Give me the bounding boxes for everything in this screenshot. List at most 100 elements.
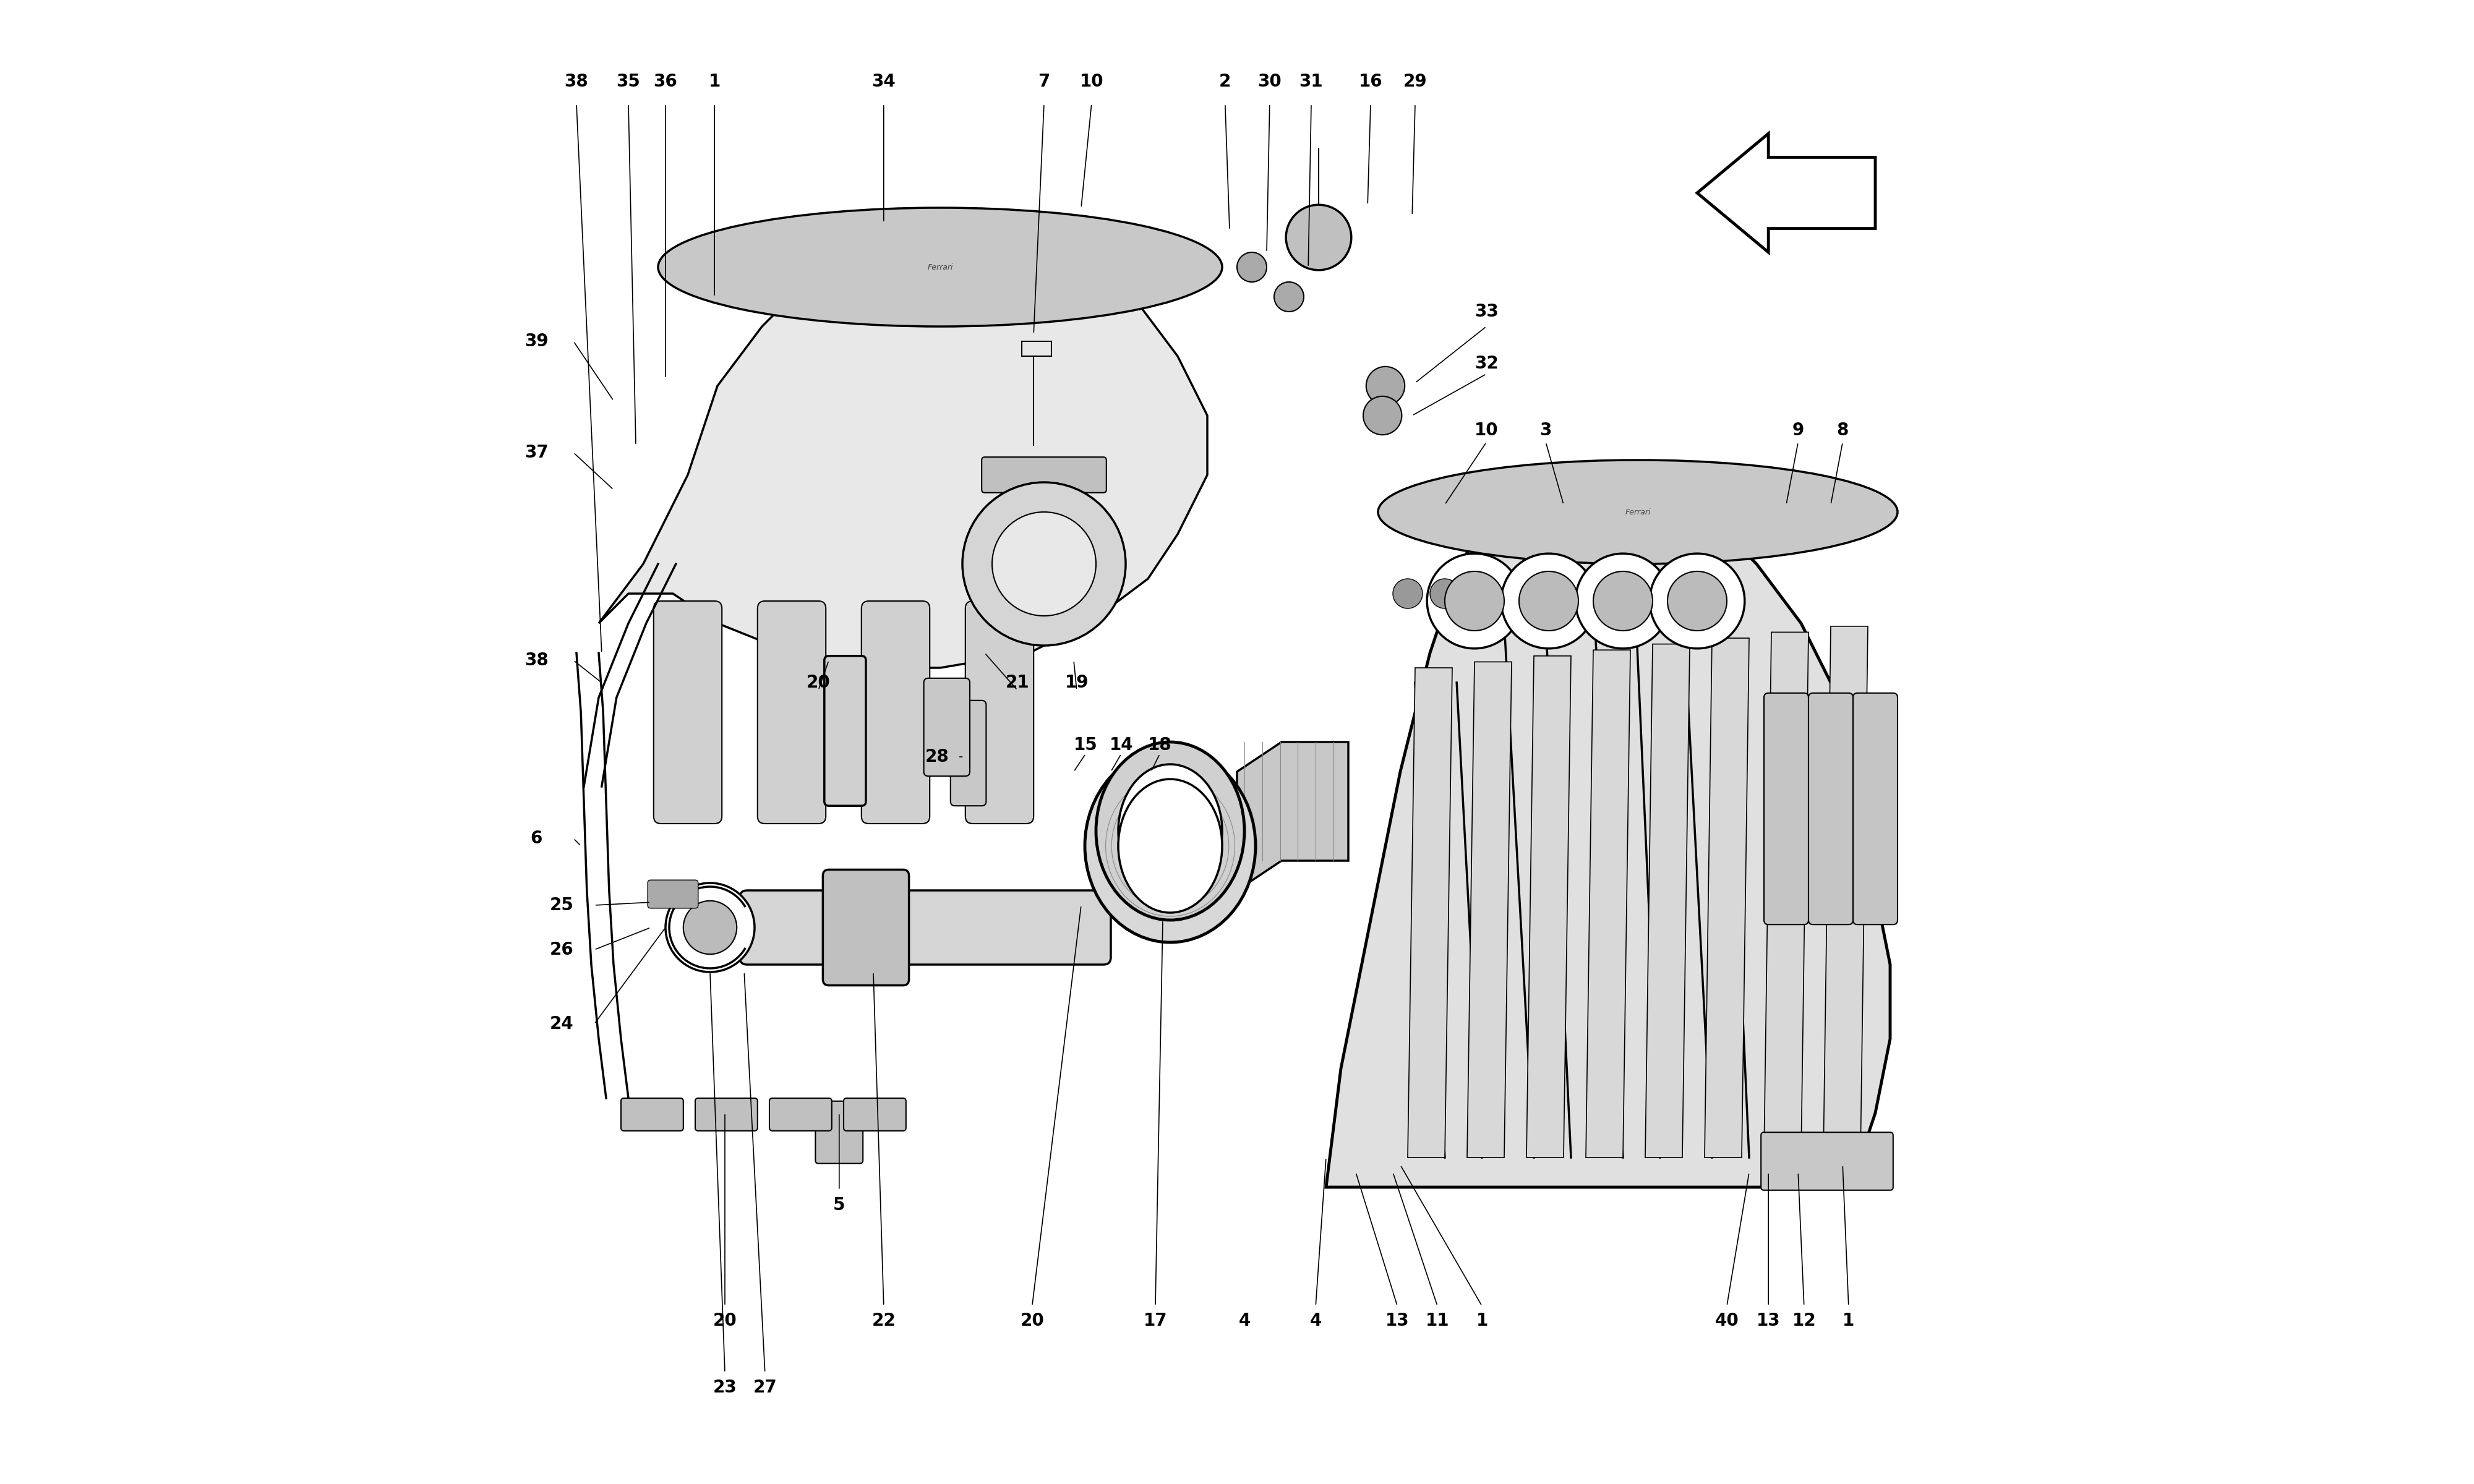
Text: 26: 26 bbox=[549, 941, 574, 959]
FancyBboxPatch shape bbox=[653, 601, 722, 824]
FancyBboxPatch shape bbox=[621, 1098, 683, 1131]
Text: 33: 33 bbox=[1475, 303, 1499, 321]
Text: 2: 2 bbox=[1220, 73, 1232, 91]
Text: 29: 29 bbox=[1403, 73, 1427, 91]
Text: 30: 30 bbox=[1257, 73, 1282, 91]
Text: 3: 3 bbox=[1539, 421, 1551, 439]
FancyBboxPatch shape bbox=[982, 457, 1106, 493]
FancyBboxPatch shape bbox=[1808, 693, 1853, 925]
Text: 19: 19 bbox=[1064, 674, 1089, 692]
Polygon shape bbox=[1237, 742, 1348, 890]
Polygon shape bbox=[1408, 668, 1452, 1158]
Ellipse shape bbox=[1096, 742, 1244, 920]
Polygon shape bbox=[1586, 650, 1630, 1158]
Ellipse shape bbox=[658, 208, 1222, 326]
Circle shape bbox=[1576, 554, 1670, 649]
Text: 10: 10 bbox=[1079, 73, 1103, 91]
FancyBboxPatch shape bbox=[950, 700, 987, 806]
Text: 7: 7 bbox=[1039, 73, 1049, 91]
Text: 20: 20 bbox=[1019, 1312, 1044, 1330]
Text: 18: 18 bbox=[1148, 736, 1173, 754]
Text: 40: 40 bbox=[1714, 1312, 1739, 1330]
Text: 9: 9 bbox=[1791, 421, 1804, 439]
Text: 13: 13 bbox=[1385, 1312, 1410, 1330]
Text: Ferrari: Ferrari bbox=[928, 263, 952, 272]
Text: 21: 21 bbox=[1004, 674, 1029, 692]
Text: 1: 1 bbox=[1843, 1312, 1856, 1330]
FancyBboxPatch shape bbox=[757, 601, 826, 824]
FancyBboxPatch shape bbox=[740, 890, 1111, 965]
Circle shape bbox=[1427, 554, 1522, 649]
Ellipse shape bbox=[1118, 779, 1222, 913]
Text: 23: 23 bbox=[713, 1379, 737, 1396]
Circle shape bbox=[992, 512, 1096, 616]
FancyBboxPatch shape bbox=[965, 601, 1034, 824]
Circle shape bbox=[962, 482, 1126, 646]
Polygon shape bbox=[1467, 662, 1512, 1158]
Text: 31: 31 bbox=[1299, 73, 1324, 91]
Circle shape bbox=[1366, 367, 1405, 405]
Polygon shape bbox=[1697, 134, 1875, 252]
Circle shape bbox=[1393, 579, 1423, 608]
Circle shape bbox=[683, 901, 737, 954]
Text: 1: 1 bbox=[708, 73, 720, 91]
Circle shape bbox=[1274, 282, 1304, 312]
Circle shape bbox=[1650, 554, 1744, 649]
Circle shape bbox=[1363, 396, 1403, 435]
Polygon shape bbox=[1645, 644, 1690, 1158]
Polygon shape bbox=[1326, 475, 1890, 1187]
FancyBboxPatch shape bbox=[816, 1101, 863, 1163]
Text: 39: 39 bbox=[524, 332, 549, 350]
FancyBboxPatch shape bbox=[1761, 1132, 1893, 1190]
Text: 6: 6 bbox=[529, 830, 542, 847]
Text: 27: 27 bbox=[752, 1379, 777, 1396]
Text: 17: 17 bbox=[1143, 1312, 1168, 1330]
Circle shape bbox=[1519, 571, 1578, 631]
FancyBboxPatch shape bbox=[695, 1098, 757, 1131]
Text: 15: 15 bbox=[1074, 736, 1098, 754]
Circle shape bbox=[666, 883, 755, 972]
Circle shape bbox=[1502, 554, 1596, 649]
FancyBboxPatch shape bbox=[861, 601, 930, 824]
Text: 20: 20 bbox=[713, 1312, 737, 1330]
Text: 8: 8 bbox=[1836, 421, 1848, 439]
Text: 14: 14 bbox=[1108, 736, 1133, 754]
Circle shape bbox=[1667, 571, 1727, 631]
Circle shape bbox=[1430, 579, 1460, 608]
FancyBboxPatch shape bbox=[824, 870, 908, 985]
Text: 10: 10 bbox=[1475, 421, 1499, 439]
Text: 38: 38 bbox=[524, 651, 549, 669]
Text: 13: 13 bbox=[1757, 1312, 1781, 1330]
Text: 28: 28 bbox=[925, 748, 950, 766]
Text: 1: 1 bbox=[1477, 1312, 1487, 1330]
Text: 36: 36 bbox=[653, 73, 678, 91]
Text: 12: 12 bbox=[1791, 1312, 1816, 1330]
Polygon shape bbox=[1764, 632, 1808, 1158]
FancyBboxPatch shape bbox=[648, 880, 698, 908]
FancyBboxPatch shape bbox=[923, 678, 970, 776]
Circle shape bbox=[1445, 571, 1504, 631]
Text: 32: 32 bbox=[1475, 355, 1499, 372]
Ellipse shape bbox=[1118, 764, 1222, 898]
Text: 5: 5 bbox=[834, 1196, 846, 1214]
FancyBboxPatch shape bbox=[844, 1098, 905, 1131]
Text: 20: 20 bbox=[807, 674, 831, 692]
FancyBboxPatch shape bbox=[824, 656, 866, 806]
Text: Ferrari: Ferrari bbox=[1625, 508, 1650, 516]
Polygon shape bbox=[1705, 638, 1749, 1158]
Text: 11: 11 bbox=[1425, 1312, 1450, 1330]
Text: 22: 22 bbox=[871, 1312, 896, 1330]
Ellipse shape bbox=[1378, 460, 1898, 564]
Text: 38: 38 bbox=[564, 73, 589, 91]
Circle shape bbox=[1286, 205, 1351, 270]
Text: 4: 4 bbox=[1309, 1312, 1321, 1330]
Circle shape bbox=[1237, 252, 1267, 282]
Text: 24: 24 bbox=[549, 1015, 574, 1033]
Polygon shape bbox=[1823, 626, 1868, 1158]
Text: 4: 4 bbox=[1239, 1312, 1249, 1330]
Circle shape bbox=[1593, 571, 1653, 631]
Text: 35: 35 bbox=[616, 73, 641, 91]
Text: 37: 37 bbox=[524, 444, 549, 462]
Polygon shape bbox=[599, 237, 1207, 668]
FancyBboxPatch shape bbox=[1853, 693, 1898, 925]
